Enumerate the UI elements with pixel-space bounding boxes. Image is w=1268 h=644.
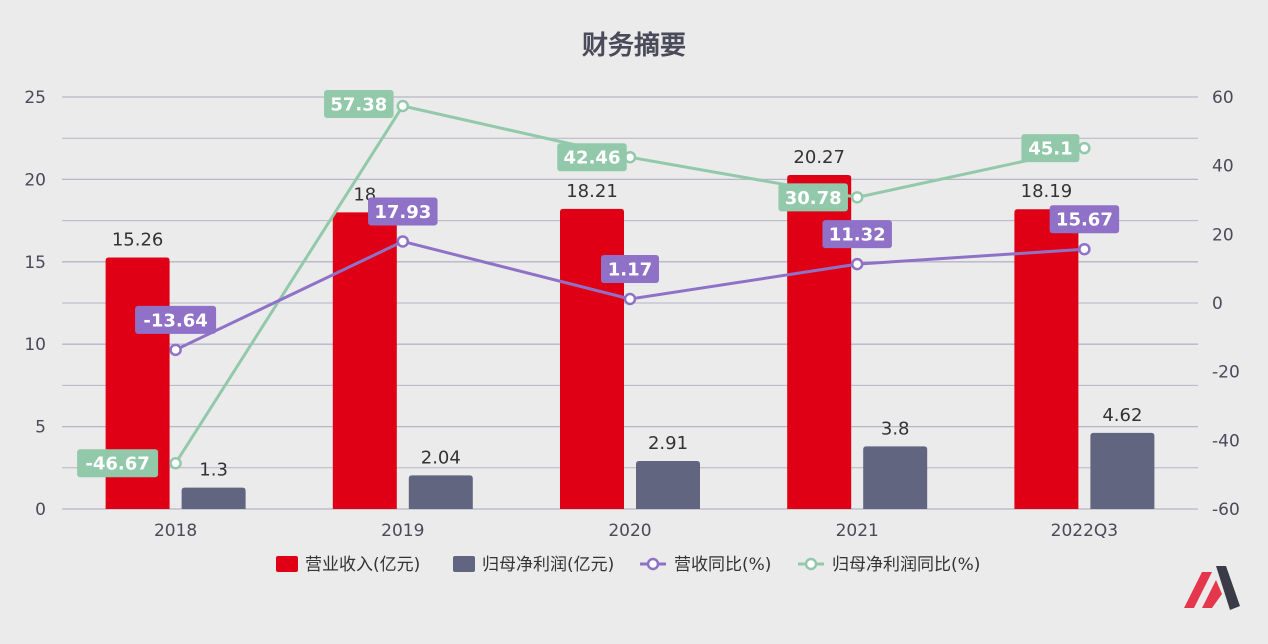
category-label: 2022Q3 (1051, 521, 1118, 541)
net-profit-yoy-point (1078, 141, 1091, 155)
revenue-yoy-point (850, 257, 864, 271)
category-label: 2021 (836, 521, 879, 541)
right-tick-label: 40 (1212, 157, 1234, 177)
category-label: 2018 (154, 521, 197, 541)
legend-revenue-yoy-swatch-dot (646, 557, 660, 571)
left-tick-label: 10 (24, 335, 46, 355)
revenue-bar (1014, 209, 1079, 509)
legend-revenue-swatch (276, 556, 298, 572)
revenue-yoy-label: 11.32 (829, 225, 886, 246)
net-profit-bar-label: 2.91 (648, 433, 688, 454)
net-profit-bar-label: 2.04 (421, 447, 461, 468)
category-label: 2020 (608, 521, 651, 541)
net-profit-yoy-point (396, 99, 410, 113)
left-tick-label: 15 (24, 253, 46, 273)
net-profit-yoy-point (850, 191, 864, 204)
line-series: -46.67 57.38 42.46 30.78 45.1 -13.64 17.93 1.17… (77, 89, 1120, 478)
revenue-bar-label: 18.19 (1021, 181, 1073, 202)
net-profit-yoy-label-box (557, 143, 627, 172)
left-tick-label: 5 (35, 418, 46, 438)
revenue-yoy-label: 17.93 (374, 202, 431, 223)
left-tick-label: 25 (24, 88, 46, 108)
revenue-yoy-point (1078, 242, 1091, 256)
net-profit-yoy-label-box (324, 89, 394, 118)
revenue-yoy-label-box (1049, 205, 1120, 234)
net-profit-yoy-point (169, 456, 182, 470)
net-profit-bar-label: 1.3 (199, 460, 228, 481)
net-profit-yoy-label: -46.67 (85, 454, 149, 475)
revenue-yoy-point (396, 235, 410, 248)
category-label: 2019 (381, 521, 424, 541)
net-profit-bar (863, 446, 928, 509)
net-profit-yoy-label-box (1021, 134, 1080, 163)
revenue-bar (787, 174, 852, 510)
net-profit-yoy-label: 57.38 (330, 94, 387, 115)
revenue-bar-label: 20.27 (793, 147, 845, 168)
legend-revenue-yoy-text: 营收同比(%) (674, 555, 771, 575)
revenue-yoy-label-box (135, 305, 217, 334)
net-profit-bar-label: 4.62 (1102, 405, 1142, 426)
revenue-yoy-label: 15.67 (1056, 210, 1113, 231)
net-profit-bar (181, 487, 246, 509)
net-profit-bar (408, 475, 473, 509)
left-axis-ticks: 0 5 10 15 20 25 (24, 88, 46, 520)
net-profit-bar (1090, 432, 1155, 509)
right-tick-label: -40 (1212, 431, 1240, 451)
revenue-yoy-point (169, 343, 182, 357)
revenue-bar-label: 15.26 (112, 230, 164, 251)
revenue-bar (560, 208, 624, 509)
right-tick-label: 20 (1212, 225, 1234, 245)
net-profit-yoy-label: 45.1 (1028, 139, 1072, 160)
legend: 营业收入(亿元) 归母净利润(亿元) 营收同比(%) 归母净利润同比(%) (276, 555, 980, 575)
chart-title: 财务摘要 (582, 30, 686, 61)
right-tick-label: 60 (1212, 88, 1234, 108)
category-axis: 2018 2019 2020 2021 2022Q3 (154, 521, 1118, 541)
right-tick-label: 0 (1212, 294, 1223, 314)
right-axis-ticks: -60 -40 -20 0 20 40 60 (1212, 88, 1240, 520)
logo-stroke-mid (1202, 580, 1222, 608)
right-tick-label: -60 (1212, 500, 1240, 520)
net-profit-yoy-label-box (77, 449, 159, 478)
legend-net-profit-yoy-swatch-dot (804, 557, 818, 571)
net-profit-bar-label: 3.8 (881, 418, 910, 439)
mm-logo-icon (1184, 566, 1240, 610)
legend-net-profit-swatch (453, 556, 475, 572)
legend-net-profit-text: 归母净利润(亿元) (482, 555, 614, 575)
revenue-bar-label: 18.21 (566, 181, 618, 202)
revenue-yoy-label: 1.17 (608, 259, 652, 280)
legend-net-profit-yoy-text: 归母净利润同比(%) (832, 555, 980, 575)
revenue-bar (332, 212, 397, 510)
right-tick-label: -20 (1212, 363, 1240, 383)
left-tick-label: 0 (35, 500, 46, 520)
net-profit-yoy-label: 30.78 (785, 188, 842, 209)
revenue-yoy-label-box (368, 197, 438, 226)
logo-stroke-left (1184, 572, 1212, 608)
revenue-yoy-label-box (822, 220, 892, 249)
left-tick-label: 20 (24, 170, 46, 190)
revenue-yoy-label-box (601, 254, 659, 283)
revenue-yoy-point (623, 292, 637, 306)
net-profit-yoy-label-box (778, 183, 848, 212)
revenue-yoy-label: -13.64 (143, 310, 207, 331)
logo-stroke-right (1216, 566, 1240, 610)
net-profit-bar (636, 461, 700, 509)
net-profit-yoy-label: 42.46 (564, 148, 621, 169)
legend-revenue-text: 营业收入(亿元) (305, 555, 420, 575)
